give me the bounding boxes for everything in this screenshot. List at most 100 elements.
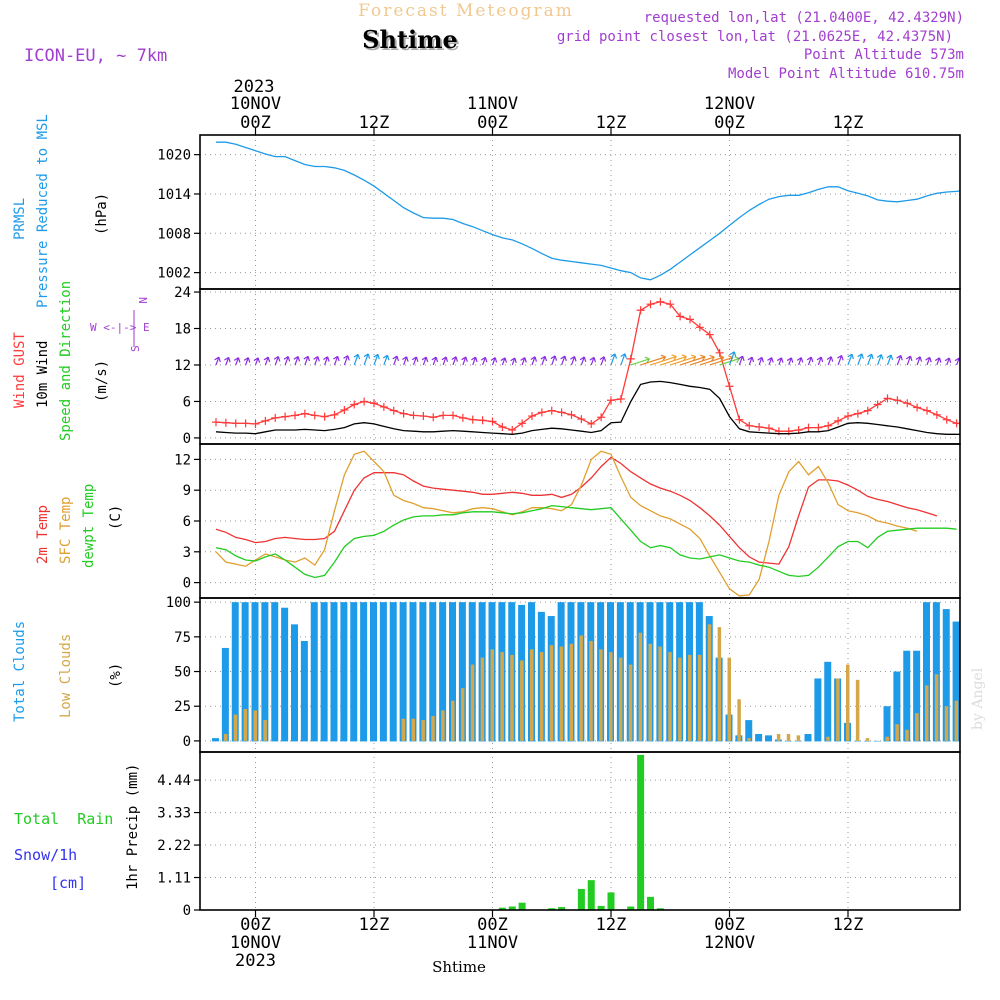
series-prmsl [216,141,960,281]
low-cloud-bar [520,660,524,741]
total-cloud-bar [458,602,466,742]
y-tick-label: 3.33 [157,806,191,822]
prmsl-label: PRMSL [12,198,28,240]
snow-unit-label: [cm] [50,874,86,892]
gust-marker [755,422,764,431]
total-cloud-bar [449,602,456,742]
total-cloud-bar [814,678,822,742]
bottom-tick-label: 12NOV [704,933,755,953]
gust-marker [449,411,457,420]
y-tick-label: 12 [174,452,191,468]
total-cloud-bar [913,650,921,742]
rain-bar [597,905,605,910]
gust-marker [439,411,448,420]
total-cloud-bar [379,602,387,742]
low-cloud-bar [885,736,889,741]
gust-marker [360,397,369,406]
wind-arrow [786,357,794,366]
rain-bar [548,908,556,910]
y-tick-label: 3 [183,545,191,561]
gust-marker [765,424,773,433]
y-tick-label: 1.11 [157,871,191,887]
top-tick-label: 00Z [714,113,745,133]
wind-arrow [934,357,942,366]
wind-arrow [363,353,371,366]
gust-marker [804,423,813,432]
rain-bar [518,902,526,910]
low-cloud-bar [510,654,514,741]
low-cloud-bar [697,654,702,741]
y-axis: 0 25 50 75 100 [166,595,200,750]
credit-watermark: by Angel [970,667,986,730]
wind-arrow [421,356,429,366]
low-cloud-bar [401,718,406,741]
low-cloud-label: Low Clouds [58,634,74,718]
gust-marker [488,417,497,426]
gust-label: Wind GUST [12,332,28,408]
wind-arrow [253,357,261,366]
gust-marker [942,415,951,424]
bottom-tick-label: 10NOV [230,933,281,953]
wind-arrow [353,353,361,366]
wind-dir-label: Speed and Direction [58,281,74,441]
wind-arrow [520,357,527,366]
low-cloud-bar [609,652,613,741]
y-tick-label: 24 [174,285,191,301]
bottom-tick-label: 12Z [596,915,627,935]
wind-arrow [886,354,894,366]
wind-arrow [728,351,737,366]
low-cloud-bar [776,733,781,741]
series-2m-temp [215,456,938,565]
total-cloud-bar [745,720,753,742]
wind-arrow [382,354,390,366]
gust-marker [636,306,645,315]
gust-marker [528,412,536,421]
rain-label: Total Rain [14,810,113,828]
wind-arrow [441,356,449,366]
total-cloud-bar [271,602,279,742]
gust-marker [320,412,329,421]
total-cloud-bar [370,602,377,742]
gust-marker [666,300,675,309]
wind-arrow [767,357,774,366]
gust-marker [824,421,833,430]
wind-arrow [273,356,281,366]
low-cloud-bar [618,657,623,741]
gust-marker [468,415,477,424]
y-axis: 1002 1008 1014 1020 [157,148,200,282]
location-title: Shtime [362,25,458,54]
low-cloud-bar [796,735,801,741]
total-cloud-bar [923,602,930,742]
wind-arrow [550,355,558,366]
wind-arrow [560,355,567,366]
series-dewpt-temp [215,504,957,579]
compass-s: S [129,345,142,352]
wind-arrow [323,356,330,366]
gust-marker [893,396,902,405]
y-tick-label: 0 [183,576,191,592]
gust-marker [587,419,596,428]
gust-marker [251,419,260,428]
cloud-unit: (%) [108,663,124,688]
gust-marker [686,315,694,324]
gust-marker [419,412,428,421]
total-cloud-bar [320,602,328,742]
wind-arrow [500,357,508,366]
gust-marker [705,330,714,339]
top-tick-label: 00Z [477,113,508,133]
gust-marker [370,399,378,408]
panel-grid [200,289,960,444]
total-cloud-bar [231,602,239,742]
wind-arrow [806,356,814,366]
gust-marker [221,418,230,427]
top-year: 2023 [234,77,275,97]
rain-bar [656,908,664,910]
total-cloud-bar [883,706,891,742]
total-cloud-bar [952,621,960,742]
total-cloud-bar [824,661,832,742]
wind-arrow [530,356,538,366]
wind-arrow [411,356,419,366]
top-tick-label: 12Z [596,113,627,133]
low-cloud-bar [826,736,830,741]
rain-bar [498,907,506,910]
